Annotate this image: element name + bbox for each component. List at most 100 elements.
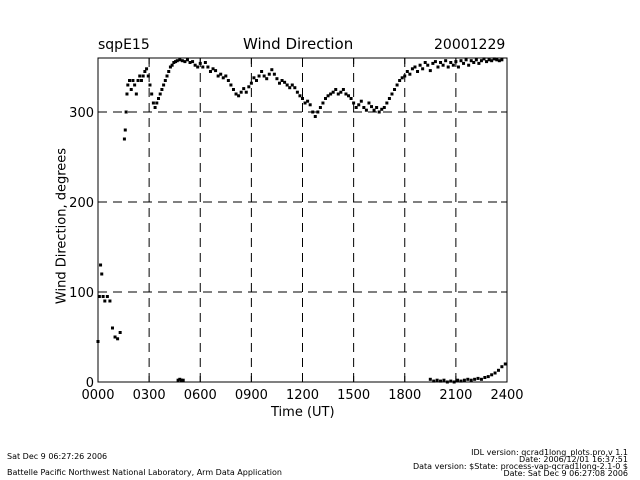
data-point <box>188 61 192 64</box>
data-point <box>163 79 167 82</box>
data-point <box>446 65 450 69</box>
data-point <box>436 65 440 69</box>
data-point <box>418 63 422 67</box>
data-point <box>316 110 320 114</box>
data-point <box>170 63 174 67</box>
data-point <box>295 90 299 94</box>
data-point <box>395 83 399 87</box>
data-point <box>272 72 276 76</box>
data-point <box>385 101 389 105</box>
data-point <box>277 81 281 85</box>
data-point <box>390 92 394 96</box>
data-point <box>180 59 184 63</box>
data-point <box>191 60 195 64</box>
data-point <box>134 92 138 96</box>
data-point <box>167 70 171 73</box>
y-tick-label: 100 <box>69 286 94 301</box>
data-point <box>336 92 340 96</box>
data-point <box>408 72 412 76</box>
data-point <box>116 337 120 341</box>
data-point <box>474 58 478 62</box>
data-point <box>462 378 466 382</box>
y-axis-label: Wind Direction, degrees <box>54 147 70 305</box>
data-point <box>441 63 445 67</box>
data-point <box>252 76 256 80</box>
y-tick-label: 300 <box>69 106 94 121</box>
data-point <box>249 81 253 85</box>
data-point <box>254 79 258 82</box>
footer-idl-version: IDL version: qcrad1long_plots.pro,v 1.1 <box>471 448 628 457</box>
data-point <box>178 377 182 381</box>
data-point <box>216 74 220 78</box>
data-point <box>311 110 315 114</box>
data-point <box>439 61 443 64</box>
data-point <box>362 106 366 109</box>
data-point <box>349 97 353 100</box>
data-point <box>247 85 251 89</box>
data-point <box>239 90 243 94</box>
data-point <box>466 377 470 381</box>
data-point <box>174 60 178 64</box>
data-point <box>380 107 384 111</box>
data-point <box>400 76 404 80</box>
data-point <box>483 376 487 379</box>
data-point <box>469 378 473 382</box>
data-point <box>103 299 107 303</box>
data-point <box>158 92 162 96</box>
data-point <box>153 106 157 109</box>
data-point <box>175 59 179 63</box>
x-tick-label: 0000 <box>81 388 114 403</box>
data-point <box>344 92 348 96</box>
data-point <box>143 70 147 73</box>
data-point <box>459 379 463 383</box>
x-tick-label: 0300 <box>133 388 166 403</box>
data-point <box>482 57 486 61</box>
footer-institution: Battelle Pacific Northwest National Labo… <box>7 468 282 477</box>
data-point <box>131 79 135 82</box>
data-point <box>496 368 500 372</box>
data-point <box>156 97 160 100</box>
data-point <box>288 86 292 90</box>
footer-date-2: Date: Sat Dec 9 06:27:08 2006 <box>503 469 628 478</box>
data-point <box>354 106 358 109</box>
data-point <box>439 379 443 383</box>
data-point <box>101 295 105 298</box>
data-point <box>370 105 374 109</box>
data-point <box>347 94 351 98</box>
data-point <box>492 57 496 61</box>
data-point <box>229 83 233 87</box>
date-label: 20001229 <box>434 37 506 53</box>
data-point <box>133 83 137 87</box>
data-point <box>313 115 317 118</box>
data-point <box>495 58 499 62</box>
data-point <box>293 86 297 90</box>
data-point <box>206 65 210 69</box>
data-point <box>413 65 417 69</box>
data-point <box>334 88 338 91</box>
data-point <box>262 74 266 78</box>
x-tick-label: 1200 <box>286 388 319 403</box>
x-tick-label: 1500 <box>337 388 370 403</box>
data-point <box>431 61 435 65</box>
data-point <box>181 378 185 382</box>
data-point <box>449 61 453 64</box>
x-axis-label: Time (UT) <box>271 405 335 420</box>
y-tick-label: 0 <box>86 376 94 391</box>
data-point <box>405 70 409 73</box>
data-point <box>459 59 463 63</box>
data-point <box>487 58 491 62</box>
data-point <box>260 70 264 73</box>
data-point <box>442 378 446 382</box>
data-point <box>326 94 330 98</box>
data-point <box>242 87 246 91</box>
data-point <box>151 101 155 105</box>
data-point <box>141 74 145 78</box>
data-point <box>486 375 490 379</box>
data-point <box>451 63 455 67</box>
data-point <box>113 335 117 339</box>
data-point <box>393 88 397 91</box>
data-point <box>290 83 294 87</box>
data-point <box>500 58 504 62</box>
footer-data-version: Data version: $State: process-vap-qcrad1… <box>412 462 628 471</box>
x-tick-label: 2100 <box>439 388 472 403</box>
